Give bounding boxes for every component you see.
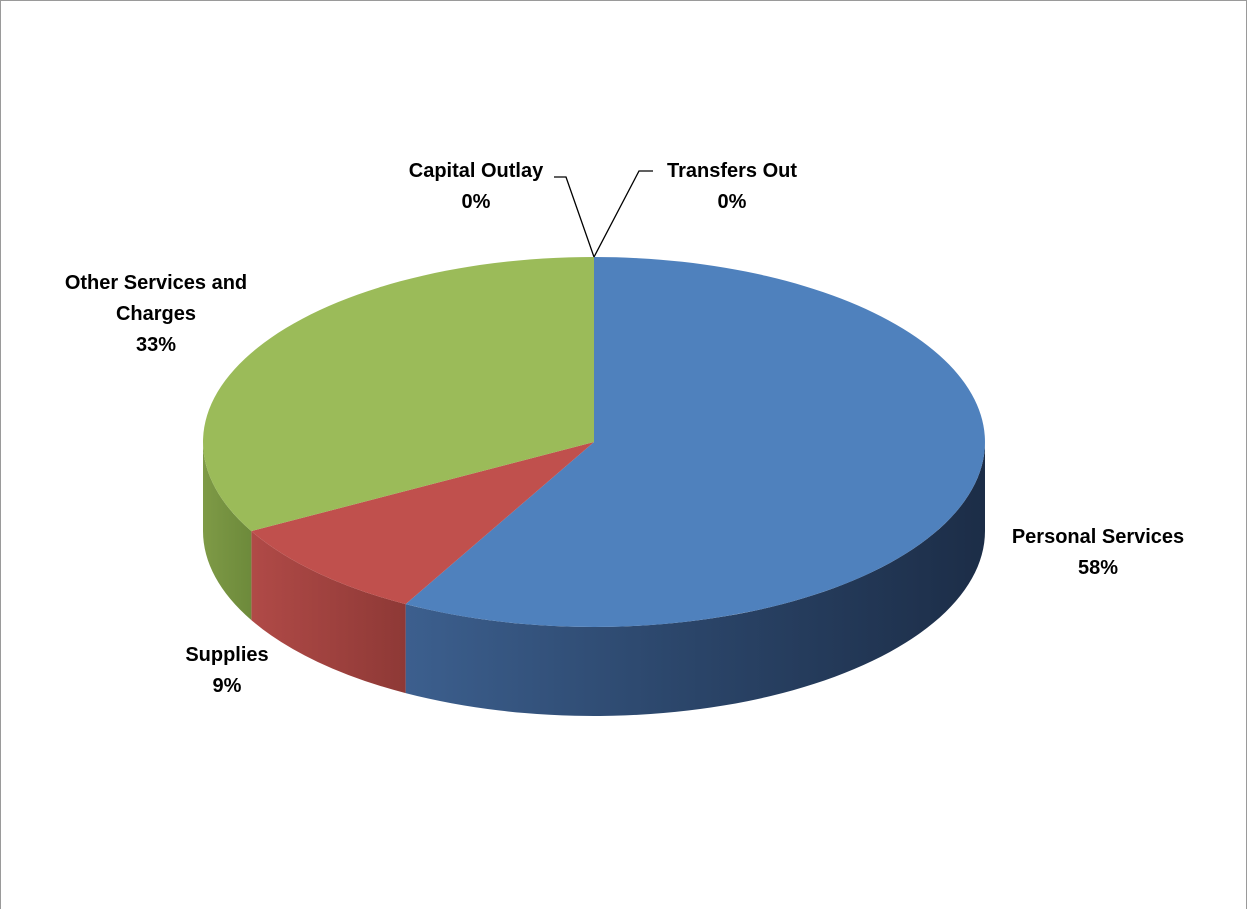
leader-line-transfers-out (593, 170, 653, 258)
slice-personal-services (405, 257, 985, 627)
slice-name-label: Charges (116, 303, 196, 325)
pie-sides (203, 442, 985, 717)
slice-percent-label: 0% (718, 191, 747, 213)
slice-name-label: Supplies (185, 644, 268, 666)
slice-percent-label: 0% (462, 191, 491, 213)
slice-side-supplies (251, 531, 406, 694)
slice-label-other-services-and-charges: Other Services and Charges 33% (65, 272, 247, 356)
pie-tops (203, 257, 985, 627)
slice-other-services-and-charges (203, 257, 594, 532)
slice-name-label: Personal Services (1012, 526, 1184, 548)
slice-name-label: Transfers Out (667, 160, 797, 182)
slice-label-supplies: Supplies 9% (185, 644, 268, 697)
slice-label-transfers-out: Transfers Out 0% (667, 160, 797, 213)
slice-supplies (251, 442, 595, 605)
slice-label-personal-services: Personal Services 58% (1012, 526, 1184, 579)
slice-percent-label: 33% (136, 334, 176, 356)
slice-name-label: Other Services and (65, 272, 247, 294)
slice-percent-label: 9% (213, 675, 242, 697)
slice-percent-label: 58% (1078, 557, 1118, 579)
slice-name-label: Capital Outlay (409, 160, 544, 182)
slice-labels: Personal Services 58% Supplies 9% Other Serv… (65, 160, 1184, 697)
leader-lines (554, 170, 653, 258)
slice-side-personal-services (405, 442, 985, 717)
slice-label-capital-outlay: Capital Outlay 0% (409, 160, 544, 213)
leader-line-capital-outlay (554, 176, 595, 258)
slice-side-other-services-and-charges (203, 442, 252, 621)
